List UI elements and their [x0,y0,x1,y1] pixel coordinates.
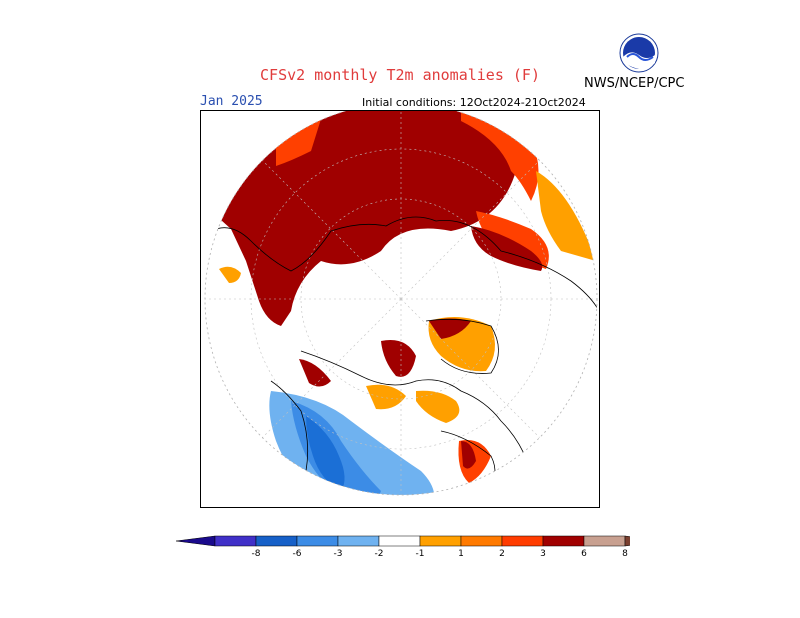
colorbar-bin [583,535,626,547]
colorbar-tick-label: 2 [499,549,505,559]
colorbar-tick-label: 3 [540,549,546,559]
agency-label: NWS/NCEP/CPC [584,76,685,91]
colorbar-tick-label: -1 [416,549,425,559]
noaa-logo-icon [619,33,659,73]
colorbar-bin [214,535,257,547]
anomaly-region-dark-red [211,111,517,326]
anomaly-region-orange [366,384,406,410]
anomaly-region-blue [306,416,345,491]
colorbar-tick-label: 6 [581,549,587,559]
anomaly-region-dark-red [381,340,416,377]
colorbar-bin [501,535,544,547]
colorbar-bin [296,535,339,547]
colorbar-tick-label: -3 [334,549,343,559]
colorbar-right-arrow [624,535,630,547]
colorbar-tick-label: -8 [252,549,261,559]
initial-conditions-label: Initial conditions: 12Oct2024-21Oct2024 [362,96,586,109]
colorbar-tick-label: 1 [458,549,464,559]
colorbar-bin [419,535,462,547]
anomaly-region-orange [416,390,460,423]
anomaly-region-dark-red [299,359,331,387]
coastline [425,318,499,374]
colorbar-bin [255,535,298,547]
anomaly-region-orange [219,266,241,283]
anomaly-region-orange-red [461,111,539,201]
colorbar-bin [378,535,421,547]
valid-month-label: Jan 2025 [200,94,263,109]
colorbar-bin [337,535,380,547]
colorbar-bin [542,535,585,547]
colorbar-tick-label: -2 [375,549,384,559]
coastline [300,350,532,472]
colorbar-bin [460,535,503,547]
polar-map-canvas [204,111,598,496]
anomaly-region-orange-red [276,119,321,166]
map-title: CFSv2 monthly T2m anomalies (F) [260,66,540,84]
colorbar-left-arrow [175,535,216,547]
anomaly-region-dark-red [429,318,471,339]
coastline [210,216,597,312]
coastline [270,380,309,472]
anomaly-region-orange [536,171,596,261]
polar-map [200,110,600,508]
colorbar-legend: -8 -6 -3 -2 -1 1 2 3 6 8 [175,535,630,559]
colorbar-tick-label: 8 [622,549,628,559]
anomaly-region-dark-red [471,226,543,271]
colorbar-tick-label: -6 [293,549,302,559]
anomaly-region-dark-red [461,441,476,469]
